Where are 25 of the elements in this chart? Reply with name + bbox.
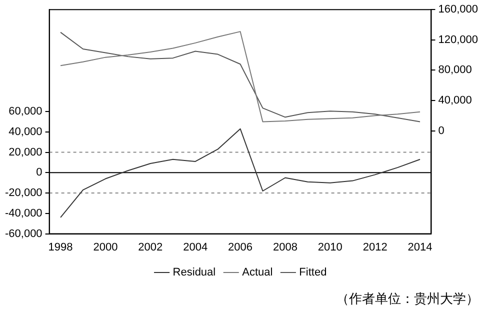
legend-label: Actual — [242, 266, 273, 279]
legend-label: Residual — [172, 266, 216, 279]
x-tick-label: 2006 — [228, 241, 253, 254]
x-tick-label: 2004 — [183, 241, 208, 254]
x-tick-label: 2002 — [138, 241, 163, 254]
y-tick-label: 20,000 — [8, 146, 42, 158]
y2-tick-label: 160,000 — [438, 4, 478, 16]
x-tick-label: 2014 — [408, 241, 432, 254]
x-tick-label: 2012 — [362, 241, 388, 254]
y-tick-label: 0 — [36, 166, 42, 179]
y-tick-label: -20,000 — [4, 187, 42, 200]
y2-tick-label: 80,000 — [438, 64, 472, 76]
y-tick-label: 60,000 — [8, 106, 42, 118]
y2-tick-label: 120,000 — [438, 34, 478, 46]
legend-label: Fitted — [299, 266, 327, 279]
x-tick-label: 2000 — [93, 241, 118, 254]
y-tick-label: 40,000 — [8, 126, 42, 138]
text: （作者单位：贵州大学） — [335, 291, 480, 308]
y2-tick-label: 0 — [438, 124, 444, 137]
x-tick-label: 2008 — [272, 241, 298, 254]
y-tick-label: -40,000 — [4, 207, 42, 220]
x-tick-label: 2010 — [318, 241, 342, 254]
x-tick-label: 1998 — [48, 241, 73, 254]
y2-tick-label: 40,000 — [438, 94, 472, 107]
y-tick-label: -60,000 — [4, 228, 42, 240]
